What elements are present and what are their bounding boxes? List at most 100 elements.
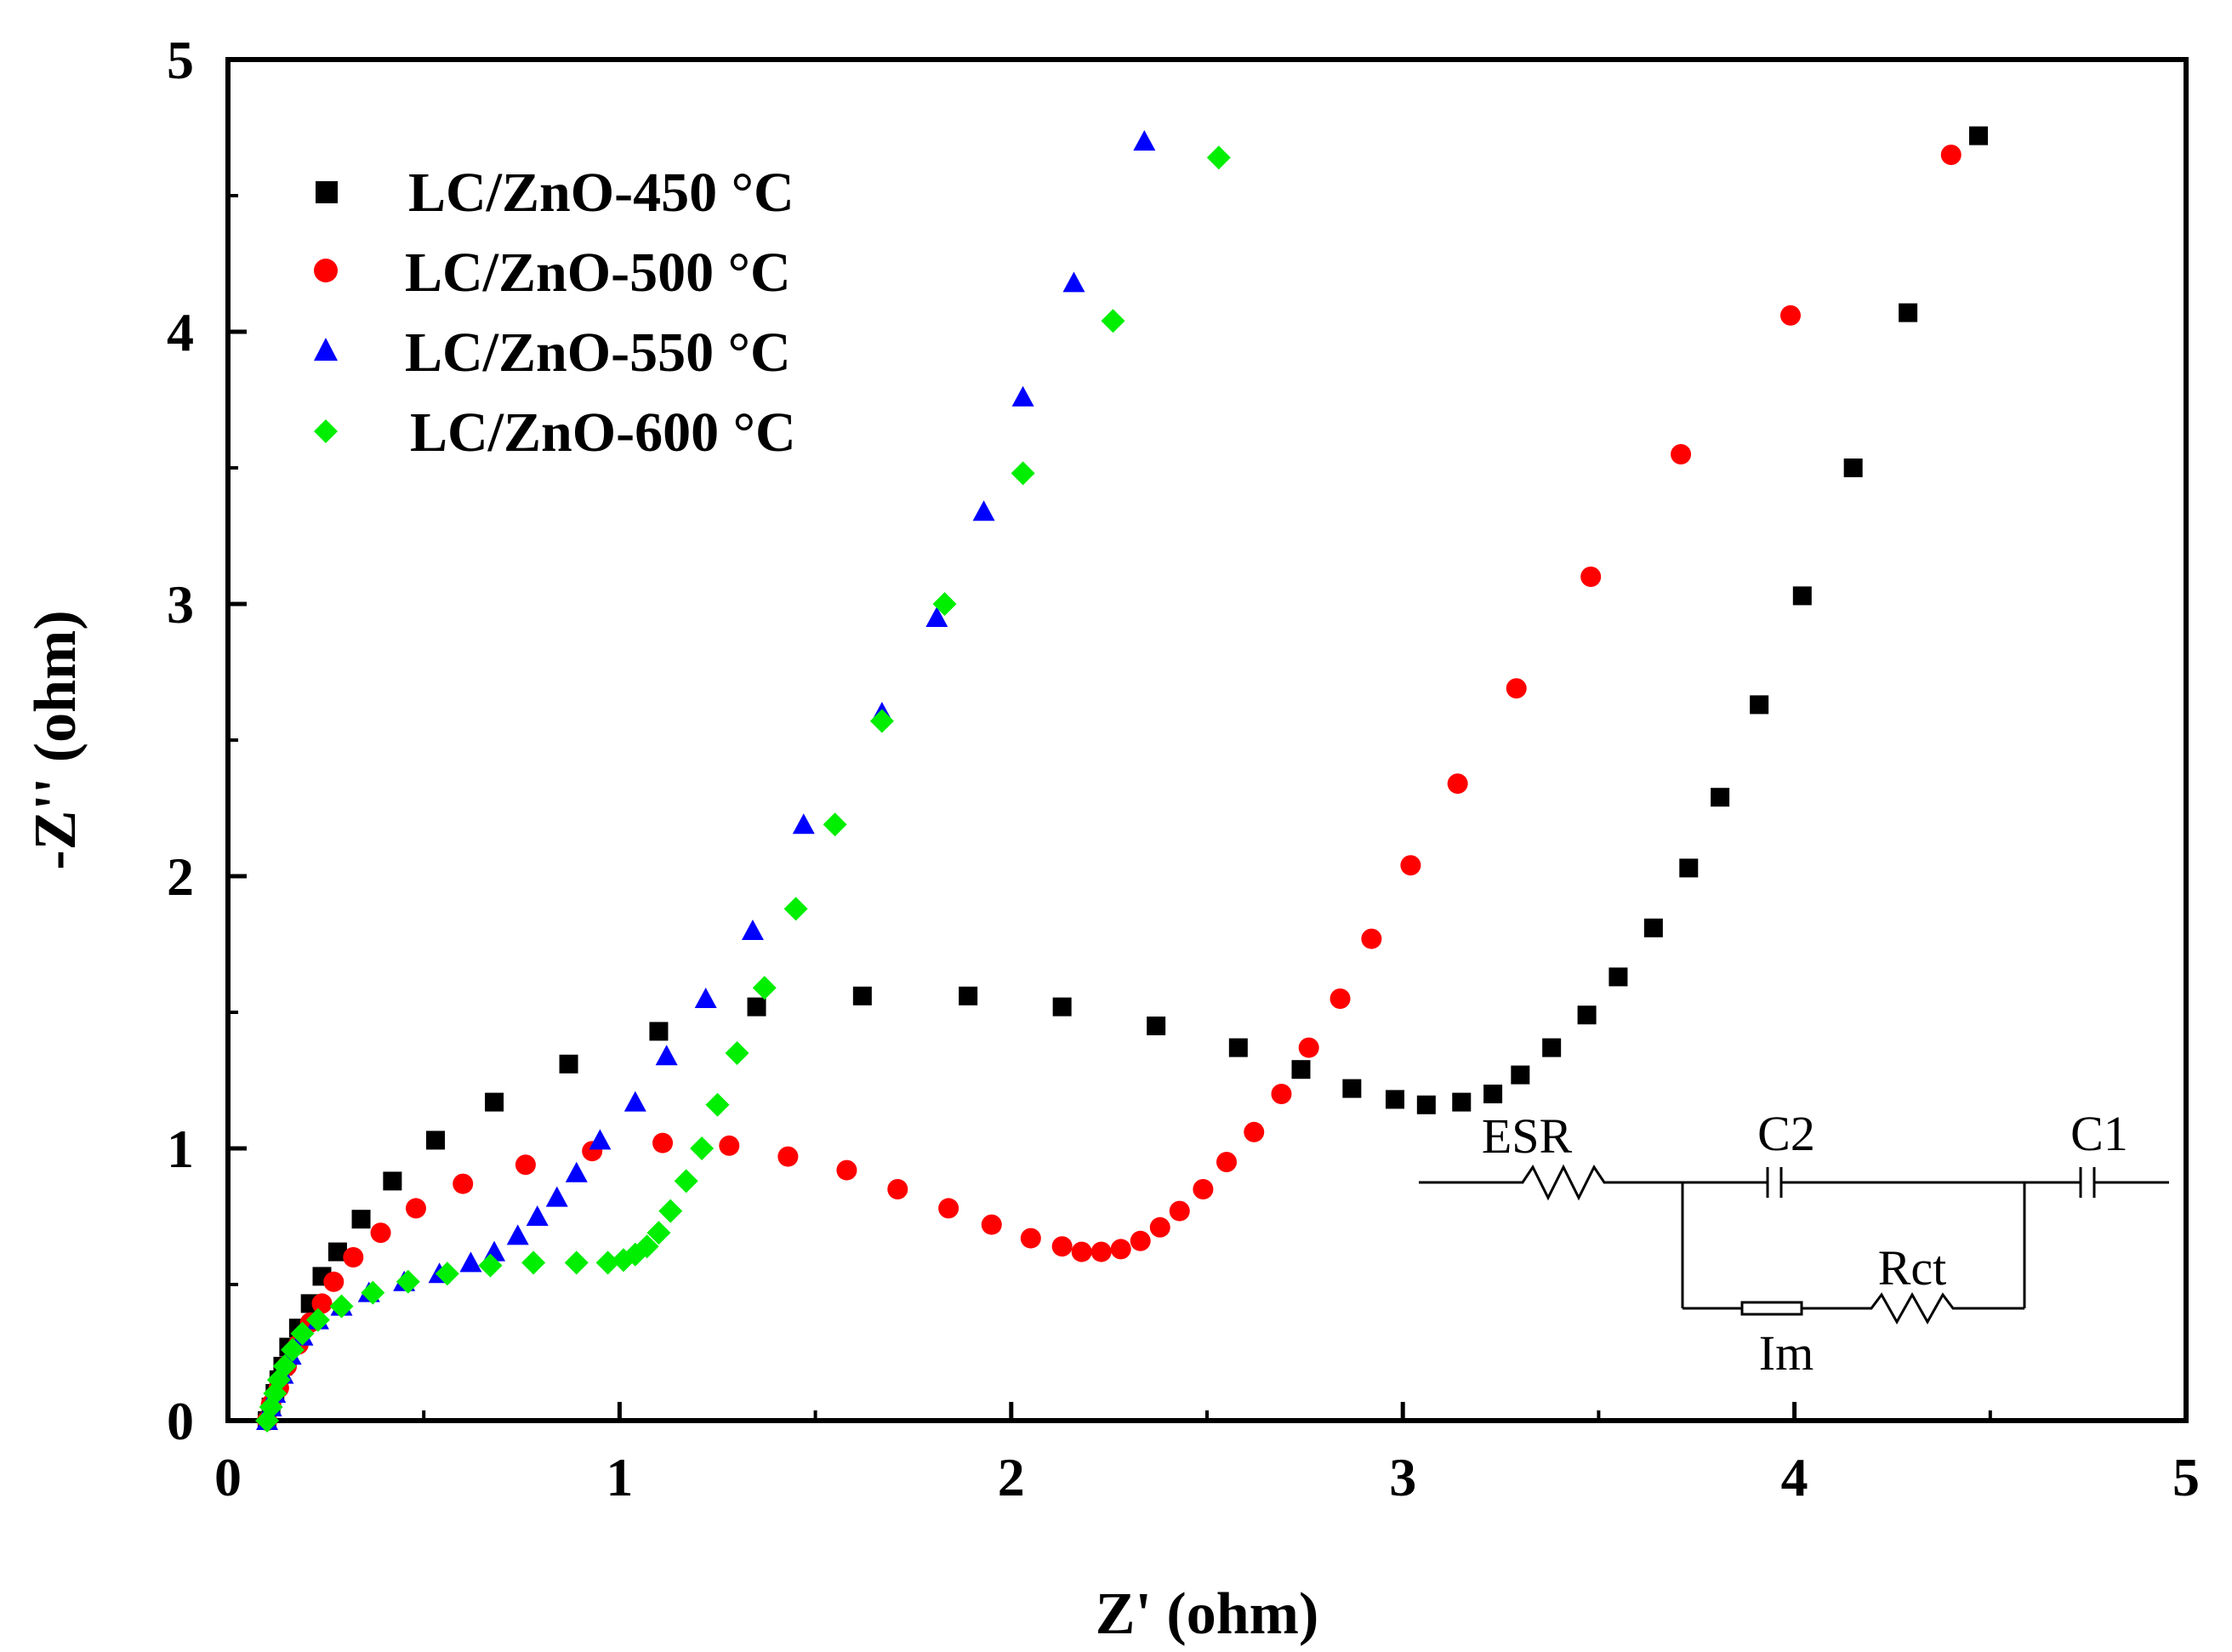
data-point xyxy=(1130,1230,1151,1251)
data-point xyxy=(646,1221,671,1245)
im-element xyxy=(1740,1301,1803,1316)
data-point xyxy=(823,812,847,837)
data-point xyxy=(725,1041,749,1065)
legend-marker-600 xyxy=(314,419,338,443)
data-point xyxy=(1020,1228,1041,1249)
data-point xyxy=(658,1199,683,1223)
data-point xyxy=(272,1354,297,1378)
data-point xyxy=(361,1280,385,1305)
data-point xyxy=(1011,461,1035,486)
data-point xyxy=(351,1210,371,1229)
data-point xyxy=(1400,855,1421,876)
data-point xyxy=(1052,997,1072,1017)
data-point xyxy=(925,607,948,627)
data-point xyxy=(869,709,894,733)
data-point xyxy=(1452,1092,1472,1112)
data-point xyxy=(545,1186,568,1207)
data-point xyxy=(887,1179,908,1199)
data-point xyxy=(323,1271,344,1292)
data-point xyxy=(1968,126,1988,145)
axis-ticks: 0 1 2 3 4 5 0 1 2 3 4 5 xyxy=(167,30,2200,1507)
data-point xyxy=(635,1234,659,1259)
x-tick-label: 1 xyxy=(606,1447,633,1507)
legend-marker-550 xyxy=(314,338,338,361)
data-point xyxy=(1342,1079,1362,1098)
data-point xyxy=(1940,145,1962,165)
data-point xyxy=(1147,1017,1166,1035)
data-point xyxy=(1133,130,1156,151)
data-point xyxy=(1062,271,1085,293)
data-point xyxy=(1090,1241,1112,1262)
data-point xyxy=(305,1307,330,1332)
data-point xyxy=(852,986,872,1005)
data-point xyxy=(1750,695,1769,715)
data-point xyxy=(1206,145,1231,170)
y-tick-label: 1 xyxy=(167,1119,194,1179)
legend-marker-500 xyxy=(314,259,338,282)
data-point xyxy=(1447,773,1468,795)
legend-marker-450 xyxy=(316,181,338,203)
data-point xyxy=(981,1214,1002,1235)
data-point xyxy=(1483,1085,1503,1103)
legend-label-600: LC/ZnO-600 °C xyxy=(410,402,796,464)
data-point xyxy=(1506,678,1527,699)
data-point xyxy=(1291,1060,1311,1079)
y-tick-label: 5 xyxy=(167,30,194,90)
im-label: Im xyxy=(1759,1325,1814,1381)
data-point xyxy=(649,1022,669,1041)
y-axis-label: -Z'' (ohm) xyxy=(23,610,88,869)
data-point xyxy=(1071,1241,1092,1262)
data-point xyxy=(311,1293,333,1314)
x-tick-label: 4 xyxy=(1781,1447,1808,1507)
data-point xyxy=(1899,303,1918,322)
data-point xyxy=(526,1205,549,1226)
data-point xyxy=(1671,444,1692,464)
data-point xyxy=(719,1135,740,1156)
data-point xyxy=(1051,1236,1073,1257)
data-point xyxy=(1169,1200,1190,1222)
data-point xyxy=(1101,309,1125,333)
data-point xyxy=(623,1091,646,1112)
rct-label: Rct xyxy=(1878,1240,1947,1296)
x-tick-label: 0 xyxy=(214,1447,242,1507)
data-point xyxy=(515,1154,536,1176)
data-point xyxy=(1792,586,1812,606)
data-point xyxy=(705,1092,730,1117)
data-point xyxy=(741,920,764,940)
esr-resistor xyxy=(1510,1164,1616,1201)
data-point xyxy=(1779,305,1801,326)
data-point xyxy=(453,1173,474,1194)
data-point xyxy=(1228,1038,1248,1057)
data-point xyxy=(938,1198,959,1219)
y-tick-label: 2 xyxy=(167,846,194,907)
data-point xyxy=(1193,1179,1214,1199)
data-point xyxy=(426,1131,446,1150)
series-4 xyxy=(255,145,1231,1433)
data-point xyxy=(1577,1005,1597,1025)
rct-resistor xyxy=(1863,1291,2024,1325)
x-tick-label: 5 xyxy=(2172,1447,2200,1507)
data-point xyxy=(1385,1090,1404,1109)
data-point xyxy=(1679,858,1699,878)
data-point xyxy=(752,976,777,1000)
data-points xyxy=(255,126,1988,1433)
data-point xyxy=(343,1247,364,1267)
data-point xyxy=(290,1321,315,1346)
data-point xyxy=(792,813,815,835)
y-tick-label: 0 xyxy=(167,1391,194,1451)
data-point xyxy=(747,997,766,1017)
data-point xyxy=(1216,1152,1238,1172)
y-tick-label: 4 xyxy=(167,302,194,362)
data-point xyxy=(435,1262,459,1286)
data-point xyxy=(1298,1037,1319,1058)
equivalent-circuit-inset xyxy=(1419,1164,2169,1325)
data-point xyxy=(1542,1038,1562,1057)
data-point xyxy=(1711,788,1730,807)
data-point xyxy=(478,1253,503,1278)
data-point xyxy=(383,1171,402,1191)
data-point xyxy=(521,1250,546,1275)
data-point xyxy=(405,1198,426,1219)
data-point xyxy=(1330,988,1351,1009)
data-point xyxy=(1843,459,1863,477)
data-point xyxy=(1271,1084,1292,1104)
